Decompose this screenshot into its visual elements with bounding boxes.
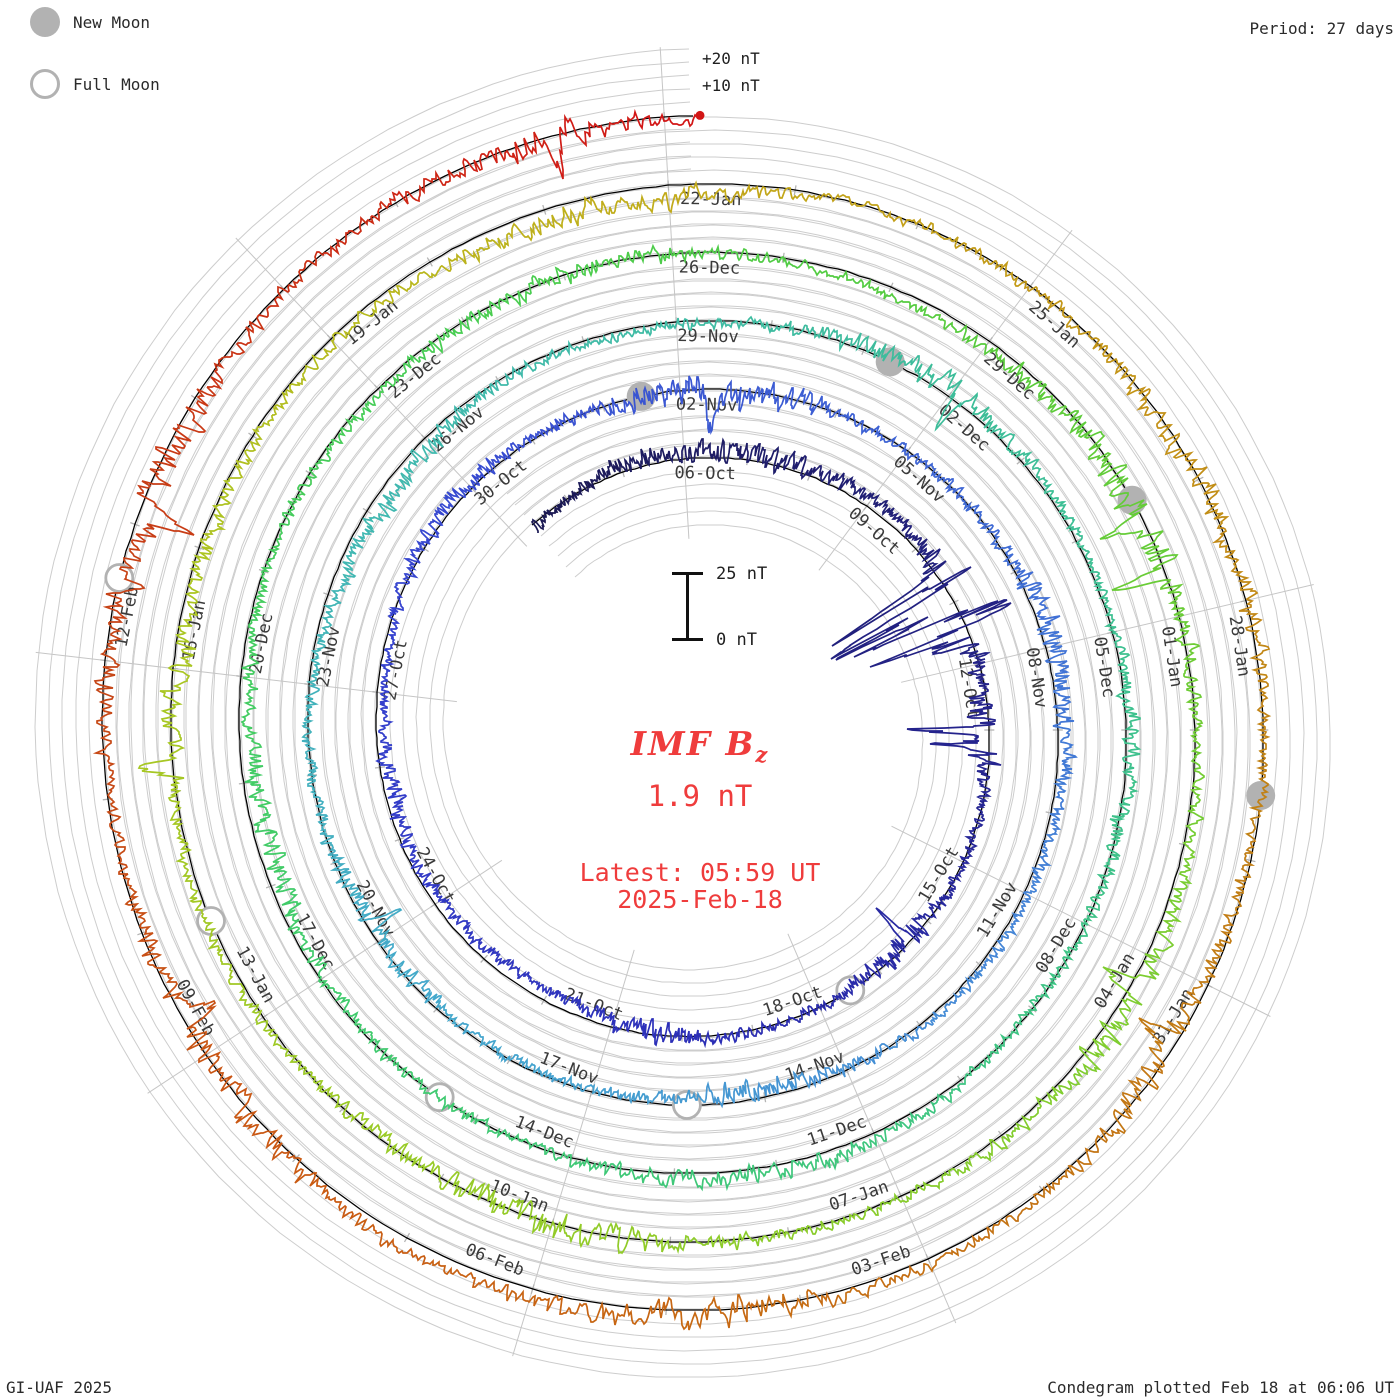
credit-label: GI-UAF 2025 (6, 1378, 112, 1397)
new-moon-icon (30, 7, 60, 37)
legend-new-moon: New Moon (30, 7, 150, 37)
date-label: 21-Oct (561, 984, 625, 1025)
grid-spirals (34, 48, 1331, 1378)
trace-end-dot (695, 110, 705, 120)
date-label: 26-Dec (678, 257, 740, 278)
latest-date: 2025-Feb-18 (617, 885, 783, 914)
current-value: 1.9 nT (647, 779, 753, 813)
new-moon-label: New Moon (73, 12, 151, 32)
date-label: 10-Jan (487, 1176, 551, 1217)
period-label: Period: 27 days (1249, 19, 1395, 38)
date-label: 17-Nov (537, 1048, 601, 1089)
axis-label-plus20: +20 nT (702, 49, 760, 68)
latest-time: Latest: 05:59 UT (579, 858, 821, 887)
full-moon-icon (30, 69, 60, 99)
scale-bar-top-label: 25 nT (716, 564, 768, 584)
scale-bar-bottom-cap (672, 638, 703, 641)
new-moon-marker (626, 381, 656, 411)
axis-label-plus10: +10 nT (702, 76, 760, 95)
plotted-timestamp: Condegram plotted Feb 18 at 06:06 UT (1047, 1378, 1394, 1397)
chart-title: IMF Bz (0, 724, 1400, 767)
date-label: 29-Nov (677, 326, 739, 347)
new-moon-marker (1246, 781, 1276, 810)
scale-bar-stem (686, 572, 689, 641)
chart-title-subscript: z (755, 742, 770, 767)
chart-title-text: IMF B (630, 724, 756, 763)
legend-full-moon: Full Moon (30, 69, 160, 99)
date-label: 06-Oct (674, 463, 736, 484)
full-moon-label: Full Moon (73, 74, 160, 94)
day-ticks (100, 111, 1269, 1316)
bz-trace (92, 108, 1272, 1331)
scale-bar-bottom-label: 0 nT (716, 630, 757, 650)
